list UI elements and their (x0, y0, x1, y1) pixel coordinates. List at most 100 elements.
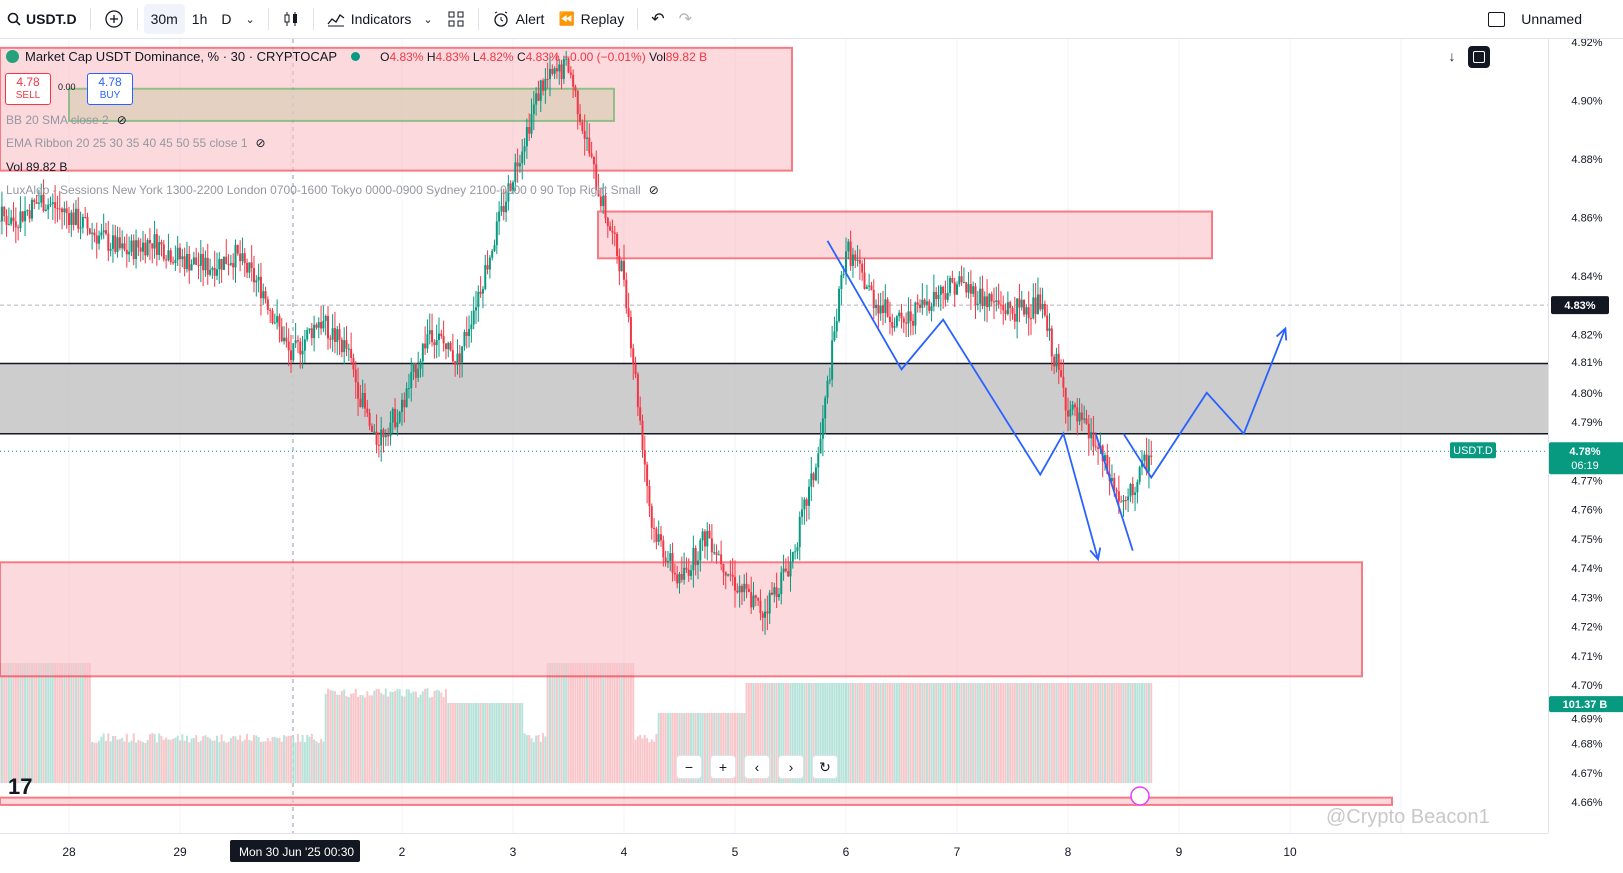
layout-button[interactable]: Unnamed (1481, 4, 1623, 34)
redo-button[interactable]: ↷ (672, 4, 699, 34)
volume-bar (477, 703, 480, 783)
scroll-right-button[interactable]: › (778, 755, 804, 779)
candle-body (216, 269, 218, 276)
volume-bar (246, 733, 249, 783)
scroll-left-button[interactable]: ‹ (744, 755, 770, 779)
drawn-paths[interactable] (826, 240, 1288, 806)
volume-bar (879, 683, 882, 783)
crosshair-time-label: Mon 30 Jun '25 00:30 (239, 845, 354, 859)
volume-bar (939, 683, 942, 783)
indicator-bb[interactable]: BB 20 SMA close 2 ⊘ (6, 113, 127, 127)
volume-bar (840, 683, 843, 783)
volume-bar (176, 735, 179, 783)
zone-box (0, 796, 1393, 806)
volume-bar (1080, 683, 1083, 783)
indicator-volume[interactable]: Vol 89.82 B (6, 160, 68, 174)
reset-chart-button[interactable]: ↻ (812, 755, 838, 779)
candle-body (974, 286, 977, 306)
candle-body (983, 296, 986, 307)
candle-body (521, 151, 524, 164)
candle-body (928, 301, 931, 311)
volume-bar (213, 740, 216, 783)
volume-bar (412, 691, 415, 783)
volume-bar (204, 735, 207, 783)
zoom-in-button[interactable]: + (710, 755, 736, 779)
interval-d[interactable]: D (221, 11, 232, 27)
volume-bar (629, 663, 632, 783)
volume-bar (979, 683, 982, 783)
volume-bar (928, 683, 931, 783)
volume-bar (387, 696, 390, 783)
interval-dropdown[interactable]: ⌄ (239, 4, 262, 34)
interval-1h[interactable]: 1h (191, 11, 208, 27)
candle-body (627, 308, 630, 318)
zoom-out-button[interactable]: − (676, 755, 702, 779)
volume-bar (560, 663, 563, 783)
eye-off-icon[interactable]: ⊘ (648, 183, 659, 197)
templates-button[interactable] (440, 4, 472, 34)
price-scale[interactable]: 4.92% 4.90% 4.88% 4.86% 4.84% 4.82% 4.81% 4.80%… (1484, 37, 1623, 833)
volume-bar (1057, 683, 1060, 783)
volume-bar (875, 683, 878, 783)
candle-body (1046, 315, 1049, 331)
chart-pane[interactable]: 17 USDT.D − + ‹ › ↻ (0, 39, 1548, 833)
volume-bar (1071, 683, 1074, 783)
replay-button[interactable]: ⏪ Replay (551, 4, 631, 34)
eye-off-icon[interactable]: ⊘ (255, 136, 266, 150)
symbol-search[interactable]: USDT.D (0, 4, 84, 34)
scroll-to-realtime-button[interactable]: ↓ (1442, 48, 1462, 68)
candle-body (1134, 492, 1137, 495)
indicator-sessions[interactable]: LuxAlgo - Sessions New York 1300-2200 Lo… (6, 183, 659, 197)
candle-body (1094, 446, 1097, 448)
time-tick-label: 2 (399, 845, 406, 859)
eye-off-icon[interactable]: ⊘ (116, 113, 127, 127)
volume-bar (747, 683, 750, 783)
price-tick-label: 4.88% (1571, 154, 1602, 166)
time-scale[interactable]: 2829Jul2345678910Mon 30 Jun '25 00:30 (0, 833, 1548, 868)
candle-body (225, 256, 228, 265)
candle-body (1011, 308, 1014, 314)
alert-button[interactable]: Alert (485, 4, 552, 34)
sell-button[interactable]: 4.78 SELL (5, 73, 51, 105)
undo-button[interactable]: ↶ (644, 4, 671, 34)
volume-bar (63, 663, 66, 783)
volume-bar (643, 734, 646, 783)
candle-body (1064, 387, 1067, 411)
visibility-dot-icon[interactable] (351, 52, 361, 61)
volume-bar (5, 663, 8, 783)
candle-body (273, 322, 276, 324)
volume-bar (70, 663, 73, 783)
volume-bar (255, 735, 258, 783)
chart-type-button[interactable] (275, 4, 307, 34)
volume-bar (616, 663, 619, 783)
arrow-head (1089, 547, 1102, 562)
candle-body (236, 244, 239, 254)
candle-body (433, 342, 436, 346)
candle-body (872, 289, 875, 309)
candle-body (488, 257, 491, 270)
indicators-button[interactable]: Indicators ⌄ (320, 4, 440, 34)
volume-bar (912, 683, 915, 783)
volume-bar (174, 737, 177, 783)
buy-button[interactable]: 4.78 BUY (87, 73, 133, 105)
volume-bar (456, 703, 459, 783)
volume-bar (475, 703, 477, 783)
interval-30m[interactable]: 30m (143, 4, 185, 34)
compare-button[interactable] (97, 4, 131, 34)
volume-bar (814, 683, 817, 783)
candle-body (179, 247, 181, 260)
candle-body (562, 59, 565, 80)
candle-body (61, 208, 64, 213)
price-chart[interactable]: 17 USDT.D (0, 39, 1548, 833)
volume-bar (576, 663, 579, 783)
fullscreen-button[interactable] (1468, 46, 1490, 68)
candle-body (768, 592, 771, 614)
candle-body (310, 328, 313, 339)
alert-label: Alert (515, 11, 545, 27)
candle-body (1113, 477, 1116, 490)
candle-body (981, 288, 984, 307)
indicator-ema-ribbon[interactable]: EMA Ribbon 20 25 30 35 40 45 50 55 close… (6, 136, 266, 150)
candle-body (86, 217, 89, 229)
candle-body (303, 339, 306, 351)
candle-body (72, 212, 75, 225)
